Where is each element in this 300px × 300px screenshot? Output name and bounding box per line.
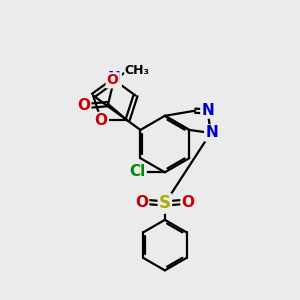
Text: N: N [205,125,218,140]
Text: O: O [135,194,148,209]
Text: O: O [77,98,90,113]
Text: S: S [159,194,171,212]
Text: N: N [201,103,214,118]
Text: O: O [182,194,194,209]
Text: CH₃: CH₃ [125,64,150,77]
Text: O: O [106,74,119,87]
Text: O: O [95,113,108,128]
Text: Cl: Cl [129,164,146,179]
Text: N: N [108,71,121,86]
